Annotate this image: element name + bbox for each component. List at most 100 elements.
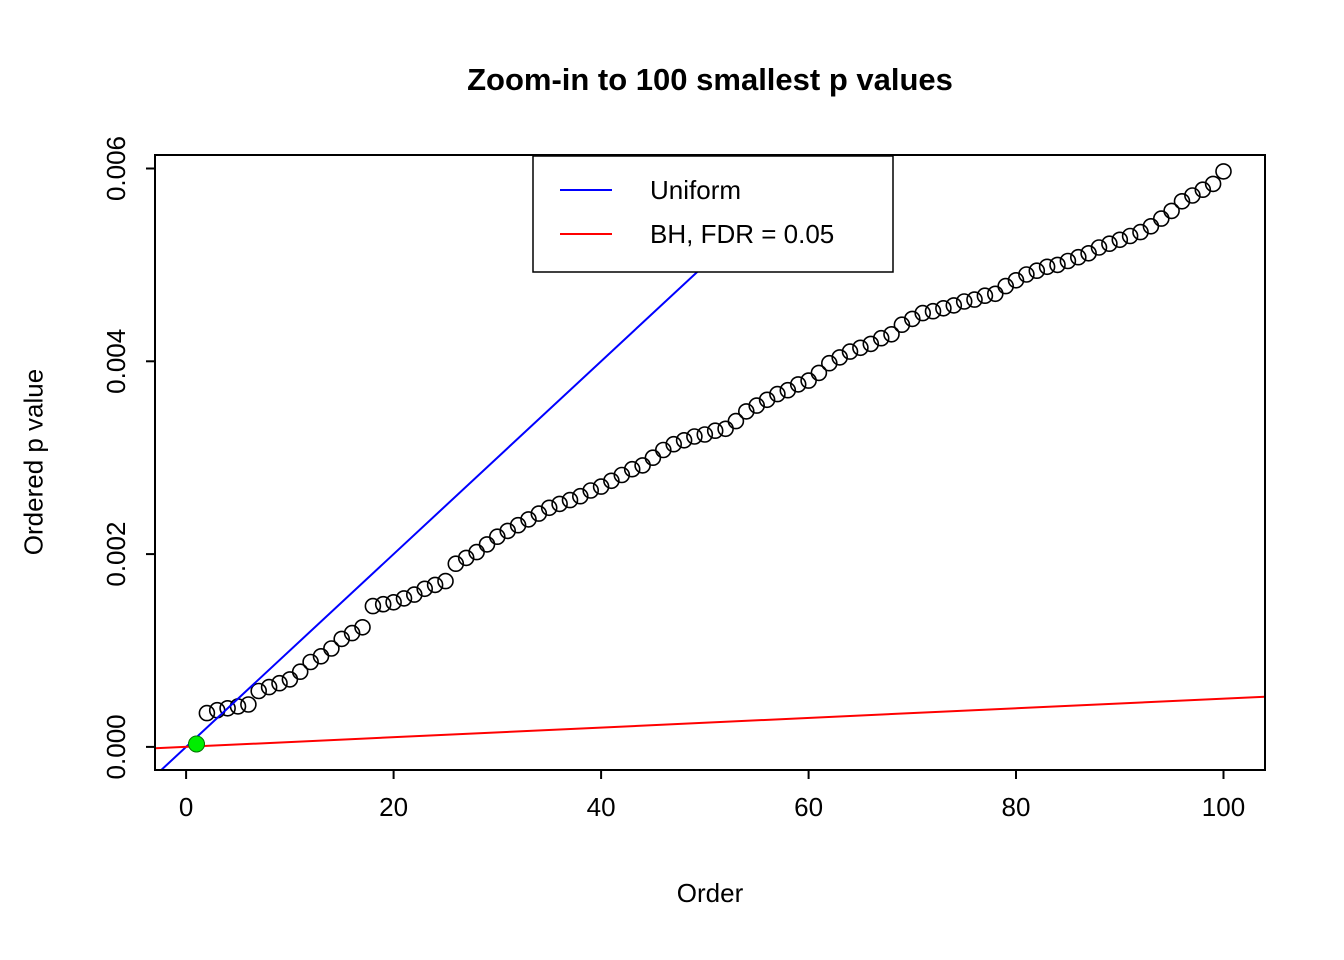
- data-point: [862, 335, 880, 353]
- data-point: [1184, 187, 1201, 204]
- data-point: [343, 624, 361, 642]
- data-point: [800, 372, 817, 389]
- data-point: [1038, 258, 1056, 276]
- data-point: [779, 381, 797, 399]
- data-point: [354, 618, 371, 636]
- data-point: [1111, 231, 1129, 249]
- data-point: [1049, 256, 1066, 274]
- x-tick-label: 60: [794, 792, 823, 822]
- data-point: [571, 487, 589, 505]
- data-point: [1028, 262, 1046, 280]
- data-point: [686, 428, 703, 445]
- data-point: [758, 391, 776, 409]
- bh-line: [155, 695, 1265, 750]
- data-point: [416, 580, 434, 598]
- data-point: [820, 354, 838, 372]
- data-point: [250, 682, 268, 700]
- data-point: [706, 422, 724, 440]
- data-point: [986, 285, 1004, 303]
- data-point: [717, 420, 734, 438]
- data-point: [302, 653, 319, 671]
- data-point: [893, 316, 911, 334]
- data-point: [727, 412, 745, 430]
- data-point: [488, 528, 506, 546]
- data-point: [240, 696, 257, 713]
- data-point: [955, 293, 973, 310]
- data-point: [789, 376, 807, 393]
- data-point: [364, 597, 382, 615]
- data-point: [437, 572, 454, 590]
- data-point: [1194, 181, 1212, 198]
- data-point: [582, 482, 600, 499]
- x-tick-label: 80: [1002, 792, 1031, 822]
- data-point: [1070, 248, 1087, 266]
- data-point: [219, 699, 236, 717]
- x-tick-label: 40: [587, 792, 616, 822]
- data-point: [1007, 271, 1025, 289]
- data-point: [1080, 245, 1097, 262]
- data-point: [945, 297, 963, 314]
- data-point: [312, 647, 330, 665]
- data-point: [1153, 210, 1170, 227]
- data-point: [551, 495, 568, 513]
- data-point: [1090, 239, 1108, 256]
- data-point: [323, 640, 340, 657]
- data-point: [603, 472, 620, 490]
- data-point: [271, 674, 288, 692]
- data-point: [696, 426, 714, 443]
- data-point: [976, 287, 994, 305]
- x-tick-label: 20: [379, 792, 408, 822]
- data-point: [426, 576, 444, 594]
- data-point: [935, 299, 952, 317]
- legend-entry-label: Uniform: [650, 175, 741, 205]
- x-axis-label: Order: [676, 878, 744, 908]
- scatter-points: [188, 163, 1232, 753]
- data-point: [530, 505, 548, 522]
- uniform-line: [159, 155, 825, 770]
- data-point: [1132, 223, 1149, 241]
- data-point: [385, 593, 402, 611]
- data-point: [499, 522, 517, 540]
- data-point: [903, 310, 921, 328]
- data-point: [478, 536, 496, 553]
- data-point: [374, 595, 392, 613]
- data-point: [675, 431, 693, 449]
- data-point: [1204, 175, 1222, 193]
- data-point: [561, 491, 579, 509]
- data-point: [914, 304, 932, 322]
- plot-box: [154, 154, 1266, 771]
- data-point: [509, 516, 527, 534]
- data-point: [1018, 266, 1035, 283]
- data-point: [447, 555, 465, 573]
- data-point: [654, 441, 672, 459]
- data-point: [1173, 193, 1191, 210]
- x-tick-label: 0: [179, 792, 193, 822]
- y-tick-label: 0.002: [101, 522, 131, 587]
- data-point: [291, 663, 309, 681]
- data-point: [634, 457, 651, 474]
- data-point: [260, 678, 278, 696]
- data-point: [623, 460, 641, 478]
- data-point: [1059, 252, 1077, 270]
- data-point: [198, 704, 216, 722]
- data-point: [644, 449, 662, 467]
- data-point: [831, 349, 849, 366]
- data-point: [333, 630, 351, 648]
- data-point: [997, 277, 1015, 295]
- legend-entry-label: BH, FDR = 0.05: [650, 219, 834, 249]
- data-point: [395, 590, 413, 607]
- data-point: [924, 302, 942, 320]
- data-point: [540, 499, 558, 517]
- data-point: [613, 466, 631, 484]
- data-point: [665, 435, 683, 453]
- data-point: [281, 671, 299, 688]
- legend-box: [532, 155, 894, 273]
- data-point: [966, 291, 983, 308]
- data-point: [737, 403, 755, 420]
- data-point: [1121, 227, 1139, 245]
- data-point: [592, 478, 610, 495]
- data-point: [748, 397, 766, 414]
- highlight-point: [188, 735, 205, 753]
